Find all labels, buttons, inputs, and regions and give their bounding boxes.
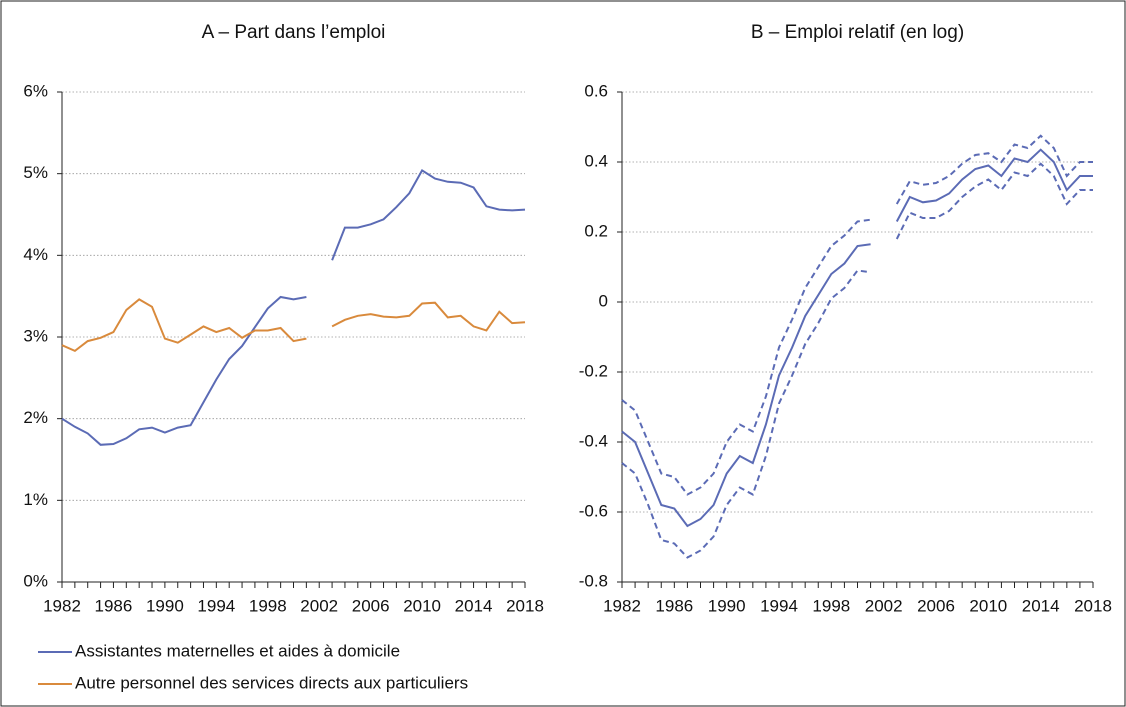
- y-tick-label: 5%: [23, 163, 48, 182]
- y-tick-label: 6%: [23, 81, 48, 100]
- x-tick-label: 1982: [603, 596, 641, 615]
- x-tick-label: 1986: [95, 596, 133, 615]
- legend-label: Autre personnel des services directs aux…: [75, 673, 468, 692]
- y-tick-label: 0: [599, 291, 608, 310]
- x-tick-label: 1994: [197, 596, 235, 615]
- x-tick-label: 2006: [352, 596, 390, 615]
- y-tick-label: 1%: [23, 490, 48, 509]
- y-tick-label: -0.6: [579, 501, 608, 520]
- x-tick-label: 2010: [403, 596, 441, 615]
- y-tick-label: 0%: [23, 571, 48, 590]
- x-tick-label: 2018: [506, 596, 544, 615]
- x-tick-label: 1994: [760, 596, 798, 615]
- series-line: [621, 162, 1093, 559]
- x-tick-label: 2006: [917, 596, 955, 615]
- x-tick-label: 2014: [455, 596, 493, 615]
- x-tick-label: 1990: [146, 596, 184, 615]
- x-tick-label: 2002: [865, 596, 903, 615]
- y-tick-label: 0.4: [584, 151, 608, 170]
- series-line: [621, 134, 1093, 496]
- series-line: [621, 148, 1093, 528]
- x-tick-label: 1986: [655, 596, 693, 615]
- x-tick-label: 2002: [300, 596, 338, 615]
- series-line: [61, 168, 526, 446]
- y-tick-label: 0.2: [584, 221, 608, 240]
- y-tick-label: 0.6: [584, 81, 608, 100]
- y-tick-label: 3%: [23, 326, 48, 345]
- chart-title: B – Emploi relatif (en log): [751, 22, 964, 43]
- y-tick-label: 4%: [23, 245, 48, 264]
- x-tick-label: 2010: [969, 596, 1007, 615]
- y-tick-label: -0.8: [579, 571, 608, 590]
- y-tick-label: -0.2: [579, 361, 608, 380]
- y-tick-label: -0.4: [579, 431, 608, 450]
- x-tick-label: 2014: [1022, 596, 1060, 615]
- x-tick-label: 2018: [1074, 596, 1112, 615]
- y-tick-label: 2%: [23, 408, 48, 427]
- x-tick-label: 1998: [249, 596, 287, 615]
- chart-title: A – Part dans l’emploi: [202, 22, 386, 43]
- x-tick-label: 1998: [812, 596, 850, 615]
- legend-label: Assistantes maternelles et aides à domic…: [75, 641, 400, 660]
- series-line: [61, 298, 526, 353]
- x-tick-label: 1990: [708, 596, 746, 615]
- x-tick-label: 1982: [43, 596, 81, 615]
